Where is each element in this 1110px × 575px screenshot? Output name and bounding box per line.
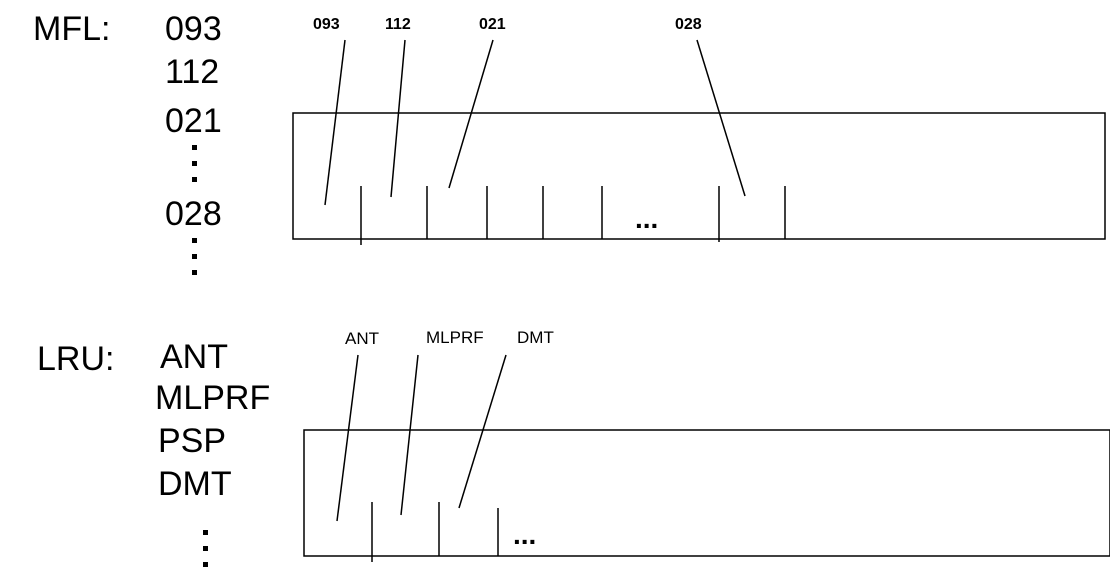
- lru-section: LRU: ANT MLPRF PSP DMT ANT MLPRF DMT ...: [37, 328, 1110, 567]
- lru-slot-label-3: DMT: [517, 328, 554, 347]
- mfl-section: MFL: 093 112 021 028 093 112 021 028: [33, 10, 1106, 275]
- mfl-pointer-line-1: [324, 39, 346, 206]
- mfl-list-vertical-ellipsis-2: [192, 238, 197, 275]
- mfl-slot-dividers: [360, 186, 786, 245]
- lru-pointer-line-2: [400, 354, 419, 516]
- mfl-list-item-4: 028: [165, 195, 222, 233]
- mfl-buffer-ellipsis: ...: [635, 203, 658, 234]
- mfl-buffer-box: [292, 112, 1106, 240]
- mfl-list-item-2: 112: [165, 53, 219, 91]
- mfl-pointer-line-3: [448, 39, 494, 189]
- lru-list-vertical-ellipsis: [203, 530, 208, 567]
- lru-slot-label-1: ANT: [345, 329, 379, 348]
- lru-pointer-line-1: [336, 354, 359, 522]
- mfl-pointer-lines: [324, 39, 746, 206]
- lru-slot-label-2: MLPRF: [426, 328, 484, 347]
- mfl-slot-label-2: 112: [385, 16, 411, 33]
- lru-pointer-lines: [336, 354, 507, 522]
- lru-heading: LRU:: [37, 340, 114, 378]
- mfl-list-item-1: 093: [165, 10, 222, 48]
- mfl-slot-label-3: 021: [479, 16, 506, 33]
- mfl-pointer-line-4: [696, 39, 746, 197]
- lru-list-item-4: DMT: [158, 465, 232, 503]
- mfl-slot-label-4: 028: [675, 16, 702, 33]
- mfl-list-vertical-ellipsis-1: [192, 145, 197, 182]
- lru-buffer-ellipsis: ...: [513, 519, 536, 550]
- lru-slot-dividers: [371, 502, 499, 562]
- mfl-pointer-line-2: [390, 39, 406, 198]
- lru-pointer-line-3: [458, 354, 507, 509]
- mfl-slot-label-1: 093: [313, 16, 340, 33]
- lru-buffer-box: [303, 429, 1110, 557]
- lru-list-item-2: MLPRF: [155, 379, 270, 417]
- lru-list-item-1: ANT: [160, 338, 228, 376]
- mfl-list-item-3: 021: [165, 102, 222, 140]
- lru-list-item-3: PSP: [158, 422, 226, 460]
- mfl-heading: MFL:: [33, 10, 110, 48]
